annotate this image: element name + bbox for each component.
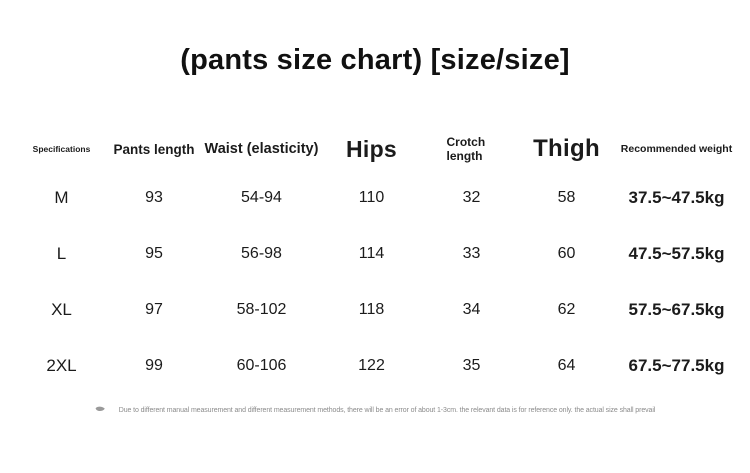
cell-pants-length: 93: [145, 189, 163, 206]
cell-hips: 114: [358, 245, 385, 262]
cell-thigh: 64: [557, 357, 576, 374]
col-header-pants-length: Pants length: [113, 141, 195, 157]
size-chart-table: Specifications Pants length Waist (elast…: [14, 128, 744, 394]
cell-size: M: [54, 188, 69, 207]
page-title: (pants size chart) [size/size]: [180, 44, 570, 76]
col-header-thigh: Thigh: [533, 135, 600, 162]
col-header-recommended-weight: Recommended weight: [620, 143, 733, 155]
cell-size: XL: [51, 300, 72, 319]
cell-thigh: 58: [557, 189, 576, 206]
table-row-2xl: 2XL 99 60-106 122 35 64 67.5~77.5kg: [14, 338, 744, 394]
cell-hips: 122: [358, 357, 385, 374]
col-header-crotch-length: Crotch length: [419, 128, 524, 170]
cell-waist: 58-102: [236, 301, 287, 318]
disclaimer-note: Due to different manual measurement and …: [0, 405, 750, 414]
cell-weight: 67.5~77.5kg: [628, 356, 725, 375]
cell-waist: 60-106: [236, 357, 287, 374]
cell-weight: 47.5~57.5kg: [628, 244, 725, 263]
cell-thigh: 62: [557, 301, 576, 318]
cell-thigh: 60: [557, 245, 576, 262]
cell-waist: 54-94: [241, 189, 282, 206]
col-header-hips: Hips: [345, 135, 398, 162]
cell-pants-length: 97: [145, 301, 163, 318]
cell-crotch: 34: [462, 301, 481, 318]
cell-size: 2XL: [46, 356, 77, 375]
cell-weight: 57.5~67.5kg: [628, 300, 725, 319]
table-row-m: M 93 54-94 110 32 58 37.5~47.5kg: [14, 170, 744, 226]
cell-crotch: 35: [462, 357, 481, 374]
cell-hips: 110: [358, 189, 385, 206]
crotch-length-label: Crotch length: [446, 134, 486, 163]
disclaimer-text: Due to different manual measurement and …: [118, 407, 656, 414]
table-row-l: L 95 56-98 114 33 60 47.5~57.5kg: [14, 226, 744, 282]
header-row: Specifications Pants length Waist (elast…: [14, 128, 744, 170]
cell-crotch: 32: [462, 189, 481, 206]
table-row-xl: XL 97 58-102 118 34 62 57.5~67.5kg: [14, 282, 744, 338]
cell-weight: 37.5~47.5kg: [628, 188, 725, 207]
cell-waist: 56-98: [241, 245, 282, 262]
col-header-waist-elasticity: Waist (elasticity): [204, 141, 319, 157]
cell-pants-length: 95: [145, 245, 163, 262]
col-header-specifications: Specifications: [32, 144, 91, 154]
cell-pants-length: 99: [145, 357, 163, 374]
cell-size: L: [56, 244, 67, 263]
cell-crotch: 33: [462, 245, 481, 262]
cell-hips: 118: [358, 301, 385, 318]
pen-mark-icon: [95, 405, 106, 413]
